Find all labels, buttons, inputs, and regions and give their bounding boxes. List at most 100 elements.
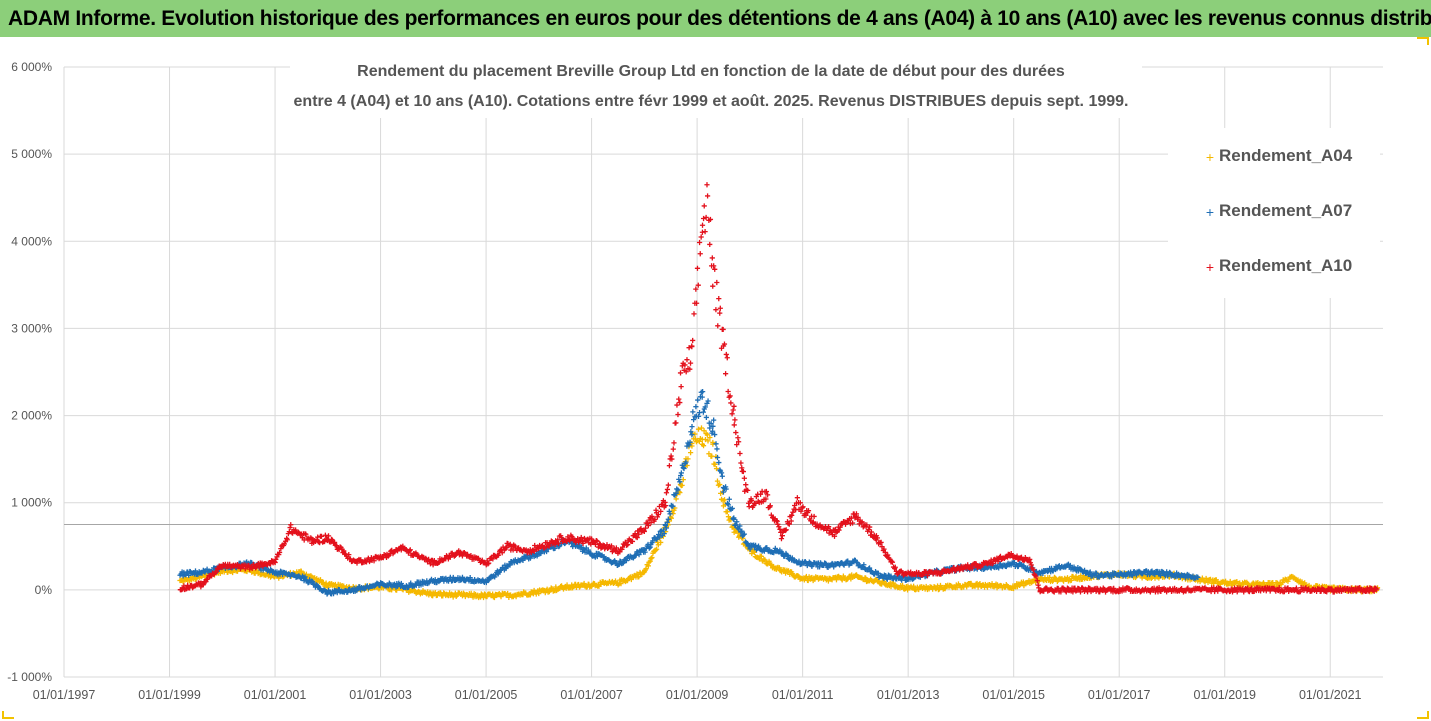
data-point (341, 548, 347, 554)
legend-item-a10: + Rendement_A10 (1206, 256, 1352, 275)
data-point (738, 529, 744, 535)
data-point (303, 531, 309, 537)
data-point (854, 559, 860, 566)
data-point (664, 486, 671, 493)
data-point (714, 478, 721, 484)
data-point (737, 523, 743, 529)
data-point (693, 404, 699, 410)
data-point (696, 239, 703, 246)
data-point (441, 590, 447, 596)
data-point (911, 583, 917, 589)
data-point (681, 465, 687, 472)
data-point (831, 533, 838, 539)
data-point (646, 545, 652, 551)
data-point (716, 296, 722, 302)
data-point (293, 527, 299, 533)
data-point (938, 571, 944, 577)
data-point (679, 363, 685, 369)
data-point (555, 540, 562, 546)
data-point (616, 561, 622, 568)
data-point (331, 539, 338, 546)
data-point (683, 459, 689, 465)
data-point (643, 566, 649, 572)
data-point (371, 558, 377, 564)
data-point (881, 546, 887, 552)
data-point (866, 565, 873, 571)
data-point (727, 393, 733, 399)
data-point (910, 576, 916, 582)
data-point (703, 414, 709, 421)
data-point (649, 554, 655, 561)
chart-title-line-1: Rendement du placement Breville Group Lt… (357, 63, 1065, 80)
data-point (636, 531, 642, 537)
data-point (855, 514, 861, 521)
data-point (789, 555, 795, 561)
data-point (763, 488, 770, 495)
data-point (315, 534, 321, 540)
data-point (694, 265, 701, 271)
data-point (757, 491, 764, 497)
data-point (677, 370, 684, 376)
data-point (1132, 574, 1139, 581)
data-point (800, 504, 806, 510)
data-point (861, 562, 867, 568)
legend-marker-a04: + (1206, 149, 1214, 165)
data-point (703, 214, 709, 221)
data-point (432, 577, 438, 583)
data-point (716, 459, 722, 466)
data-point (701, 203, 707, 209)
data-point (695, 282, 701, 288)
x-axis-ticks: 01/01/1997 01/01/1999 01/01/2001 01/01/2003… (33, 688, 1362, 702)
data-point (775, 521, 781, 527)
data-point (707, 216, 714, 223)
y-tick-label: 3 000% (11, 321, 52, 335)
data-point (751, 549, 758, 555)
data-point (889, 558, 895, 564)
data-point (678, 470, 684, 476)
data-point (426, 556, 432, 562)
data-point (1156, 585, 1162, 591)
data-point (1129, 573, 1136, 579)
data-point (592, 541, 599, 548)
data-point (849, 520, 856, 526)
data-point (698, 425, 705, 431)
data-point (687, 360, 694, 366)
data-point (613, 545, 619, 551)
data-point (762, 557, 768, 563)
data-point (823, 561, 829, 568)
data-point (677, 479, 683, 485)
data-point (407, 547, 413, 553)
data-point (1014, 553, 1020, 559)
data-point (186, 572, 192, 578)
data-point (654, 546, 660, 552)
data-point (284, 537, 290, 543)
data-point (634, 534, 640, 541)
data-point (629, 538, 636, 545)
data-point (717, 310, 723, 316)
data-point (688, 429, 694, 435)
data-point (1063, 589, 1069, 595)
data-point (642, 549, 648, 555)
data-point (731, 403, 737, 409)
data-point (731, 422, 737, 428)
data-point (666, 463, 673, 469)
data-point (691, 417, 697, 423)
data-point (1233, 579, 1239, 585)
data-point (714, 446, 720, 452)
data-point (900, 582, 906, 588)
data-point (736, 439, 742, 445)
data-point (719, 473, 725, 479)
data-point (499, 550, 505, 556)
data-point (467, 575, 473, 581)
frame-corner-top-right (1417, 37, 1429, 45)
data-point (715, 323, 721, 329)
data-point (686, 442, 692, 448)
data-point (729, 411, 735, 417)
data-point (1070, 589, 1076, 595)
data-point (1034, 578, 1040, 584)
data-point (689, 343, 695, 349)
data-point (798, 508, 804, 514)
data-point (710, 283, 716, 289)
data-point (298, 568, 304, 574)
data-point (758, 553, 765, 560)
